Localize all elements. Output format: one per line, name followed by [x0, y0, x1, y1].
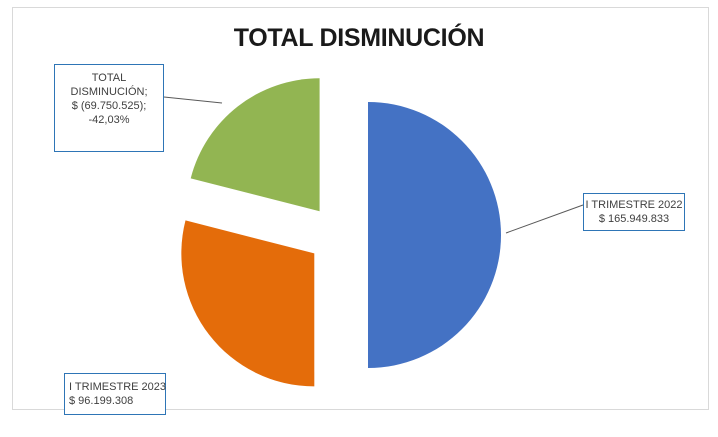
- data-label-trimestre-2023: I TRIMESTRE 2023 $ 96.199.308: [64, 373, 166, 415]
- leader-line-blue: [505, 204, 584, 234]
- pie-slice-orange: [181, 220, 315, 387]
- data-label-line: $ (69.750.525);: [71, 100, 147, 112]
- data-label-total-disminucion: TOTAL DISMINUCIÓN; $ (69.750.525); -42,0…: [54, 64, 164, 152]
- data-label-line: $ 165.949.833: [598, 213, 670, 225]
- pie-slice-blue: [368, 102, 501, 368]
- data-label-line: I TRIMESTRE 2022: [585, 199, 683, 211]
- data-label-trimestre-2022: I TRIMESTRE 2022 $ 165.949.833: [583, 193, 685, 231]
- data-label-line: $ 96.199.308: [69, 395, 134, 407]
- data-label-line: DISMINUCIÓN;: [70, 86, 148, 98]
- data-label-line: -42,03%: [88, 114, 130, 126]
- chart-title: TOTAL DISMINUCIÓN: [233, 24, 485, 52]
- leader-line-green: [163, 96, 223, 104]
- data-label-line: TOTAL: [91, 72, 127, 84]
- data-label-line: I TRIMESTRE 2023: [69, 381, 166, 393]
- pie-slice-green: [190, 78, 320, 212]
